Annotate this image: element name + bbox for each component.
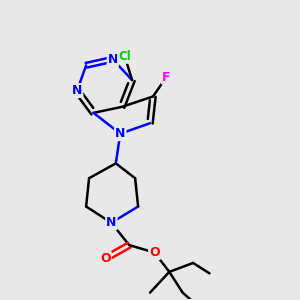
Text: N: N <box>108 53 118 66</box>
Text: Cl: Cl <box>118 50 131 63</box>
Text: O: O <box>100 252 111 265</box>
Text: N: N <box>106 216 116 229</box>
Text: F: F <box>162 71 171 84</box>
Text: N: N <box>72 84 83 97</box>
Text: O: O <box>149 246 160 259</box>
Text: N: N <box>115 127 125 140</box>
